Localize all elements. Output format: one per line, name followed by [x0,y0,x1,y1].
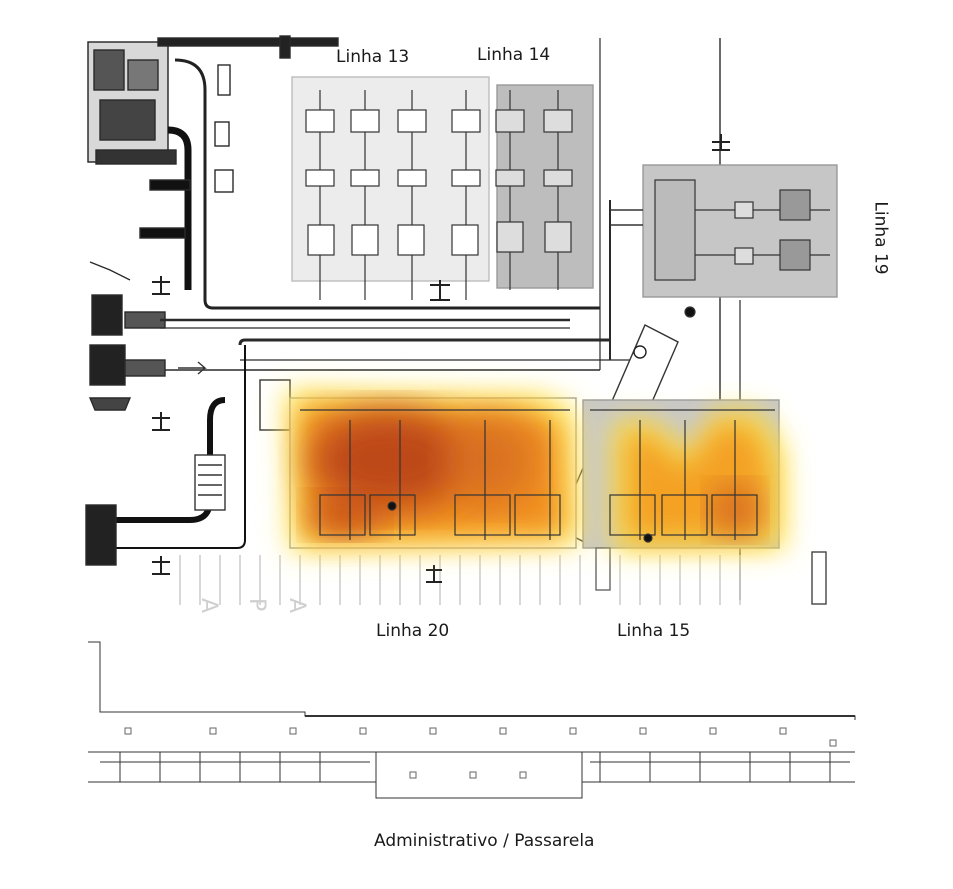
floor-letter: A [196,598,221,613]
heat-core-linha-20-b [310,495,380,535]
machine-columns [305,90,573,301]
floor-letter: P [244,598,269,611]
label-linha-19: Linha 19 [870,201,891,275]
floor-letter: A [284,598,309,613]
label-administrativo-passarela: Administrativo / Passarela [374,831,595,851]
floor-letters: A P A [196,598,309,613]
linha-19-machines [610,134,830,318]
label-linha-20: Linha 20 [376,621,450,641]
left-feed [85,276,291,575]
lower-machines [300,409,775,543]
floor-hatching [179,555,741,605]
admin-strip [88,641,856,799]
label-linha-15: Linha 15 [617,621,691,641]
heat-core-linha-20-c [445,415,535,505]
label-linha-14: Linha 14 [477,45,551,65]
left-machinery [87,35,600,411]
label-linha-13: Linha 13 [336,47,410,67]
